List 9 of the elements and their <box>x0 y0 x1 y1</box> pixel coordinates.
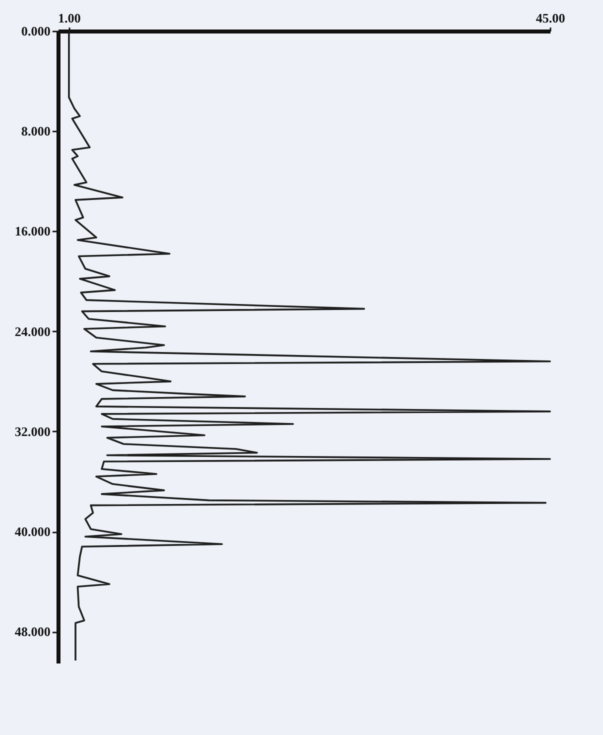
y-tick-label: 40.000 <box>14 524 50 540</box>
y-tick-label: 16.000 <box>14 224 50 239</box>
x-tick-label: 1.00 <box>58 10 81 26</box>
y-tick-label: 0.000 <box>21 24 50 38</box>
x-tick-label: 45.00 <box>536 10 566 26</box>
y-tick-label: 8.000 <box>21 124 50 139</box>
y-tick-label: 48.000 <box>14 624 50 640</box>
y-tick-label: 24.000 <box>14 324 50 339</box>
y-tick-label: 32.000 <box>14 424 50 439</box>
